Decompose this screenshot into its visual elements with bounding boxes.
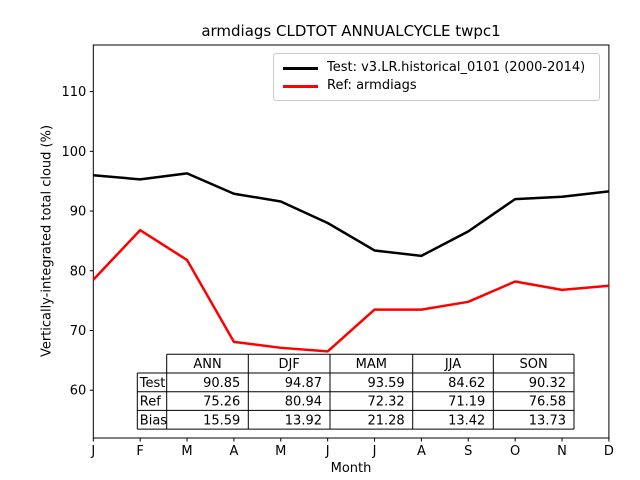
table-body-bg — [137, 373, 575, 430]
y-tick-label: 100 — [61, 145, 86, 160]
table-cell-value: 84.62 — [448, 376, 485, 391]
x-tick-label: A — [229, 444, 238, 459]
y-tick-label: 110 — [61, 85, 86, 100]
y-tick-label: 90 — [70, 205, 87, 220]
table-cell-value: 93.59 — [367, 376, 404, 391]
x-tick-label: N — [557, 444, 567, 459]
test-line — [93, 172, 610, 258]
y-tick-label: 80 — [70, 264, 87, 279]
table-cell-value: 90.32 — [529, 376, 566, 391]
axes-frame — [92, 44, 610, 439]
x-axis-label: Month — [330, 461, 372, 476]
legend-entry-test: Test: v3.LR.historical_0101 (2000-2014) — [283, 60, 590, 76]
x-tick-label: J — [372, 444, 377, 459]
x-tick-label: M — [181, 444, 192, 459]
legend-line-sample — [283, 84, 318, 88]
table-col-header: DJF — [278, 357, 299, 372]
x-tick-label: D — [604, 444, 614, 459]
table-cell-value: 71.19 — [448, 395, 485, 410]
y-tick-label: 60 — [70, 384, 87, 399]
x-tick-label: F — [136, 444, 143, 459]
table-col-header: MAM — [356, 357, 387, 372]
legend-line-sample — [283, 66, 318, 70]
legend-entry-ref: Ref: armdiags — [283, 78, 590, 94]
table-cell-value: 75.26 — [203, 395, 240, 410]
table-cell-value: 15.59 — [203, 413, 240, 428]
table-header-bg — [166, 354, 574, 373]
table-col-header: ANN — [193, 357, 221, 372]
table-cell-value: 13.92 — [285, 413, 322, 428]
table-row-label: Test — [139, 376, 166, 391]
x-tick-label: S — [464, 444, 472, 459]
x-tick-label: O — [510, 444, 520, 459]
ref-line — [92, 228, 610, 353]
legend-label: Ref: armdiags — [327, 78, 417, 93]
x-tick-label: A — [417, 444, 426, 459]
x-tick-label: J — [90, 444, 95, 459]
table-cell-value: 13.73 — [529, 413, 566, 428]
table-cell-value: 76.58 — [529, 395, 566, 410]
table-cell-value: 94.87 — [285, 376, 322, 391]
chart-title: armdiags CLDTOT ANNUALCYCLE twpc1 — [201, 22, 501, 40]
x-tick-label: J — [325, 444, 330, 459]
y-axis-label: Vertically-integrated total cloud (%) — [39, 124, 55, 358]
table-cell-value: 21.28 — [367, 413, 404, 428]
legend-label: Test: v3.LR.historical_0101 (2000-2014) — [327, 60, 586, 75]
table-cell-value: 72.32 — [367, 395, 404, 410]
table-row-label: Ref — [140, 395, 161, 410]
table-cell-value: 80.94 — [285, 395, 322, 410]
table-col-header: JJA — [444, 357, 461, 372]
table-cell-value: 90.85 — [203, 376, 240, 391]
legend: Test: v3.LR.historical_0101 (2000-2014) R… — [273, 53, 600, 101]
table-row-label: Bias — [140, 413, 167, 428]
y-tick-label: 70 — [70, 324, 87, 339]
table-col-header: SON — [520, 357, 548, 372]
table-cell-value: 13.42 — [448, 413, 485, 428]
x-tick-label: M — [275, 444, 286, 459]
